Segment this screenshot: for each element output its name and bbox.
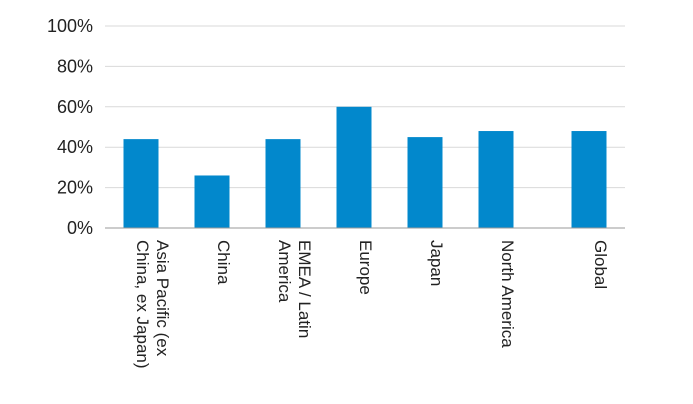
x-category-label-line: Europe: [356, 240, 375, 295]
y-tick-label: 0%: [67, 218, 93, 238]
bar: [194, 175, 230, 228]
x-category-label: Japan: [427, 240, 446, 286]
x-category-label-line: Global: [591, 240, 610, 289]
y-tick-label: 20%: [57, 178, 93, 198]
x-category-label-line: America: [275, 240, 294, 303]
x-category-label-line: EMEA / Latin: [295, 240, 314, 338]
bar: [336, 106, 372, 228]
y-tick-label: 100%: [47, 16, 93, 36]
bar: [407, 137, 443, 228]
y-tick-label: 80%: [57, 56, 93, 76]
bar: [571, 131, 607, 228]
x-category-label: Europe: [356, 240, 375, 295]
x-category-label-line: China, ex Japan): [133, 240, 152, 369]
y-tick-label: 40%: [57, 137, 93, 157]
x-category-label: China: [214, 240, 233, 285]
x-category-label: Global: [591, 240, 610, 289]
x-category-label-line: North America: [498, 240, 517, 348]
x-category-label-line: Asia Pacific (ex: [153, 240, 172, 357]
bars: [123, 106, 607, 228]
bar: [478, 131, 514, 228]
bar: [123, 139, 159, 228]
bar: [265, 139, 301, 228]
y-tick-label: 60%: [57, 97, 93, 117]
x-category-label-line: Japan: [427, 240, 446, 286]
x-category-label-line: China: [214, 240, 233, 285]
y-axis-ticks: 0% 20% 40% 60% 80% 100%: [47, 16, 93, 238]
x-category-label: North America: [498, 240, 517, 348]
